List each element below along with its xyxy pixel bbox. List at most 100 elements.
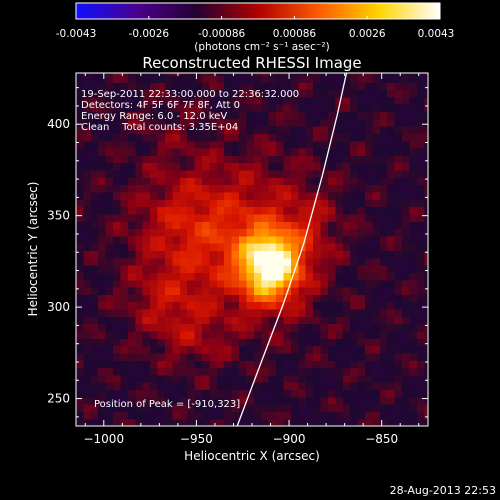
heatmap-cell [261, 155, 270, 164]
heatmap-cell [342, 286, 351, 295]
heatmap-cell [76, 286, 85, 295]
heatmap-cell [216, 82, 225, 91]
heatmap-cell [150, 140, 159, 149]
heatmap-cell [135, 382, 144, 391]
heatmap-cell [120, 352, 129, 361]
heatmap-cell [335, 89, 344, 98]
heatmap-cell [105, 404, 114, 412]
heatmap-cell [164, 338, 173, 347]
heatmap-cell [201, 104, 210, 113]
heatmap-cell [261, 316, 270, 325]
heatmap-cell [246, 73, 255, 76]
heatmap-cell [164, 104, 173, 113]
heatmap-cell [135, 221, 144, 230]
heatmap-cell [253, 89, 262, 98]
heatmap-cell [276, 74, 285, 83]
heatmap-cell [201, 213, 210, 222]
heatmap-cell [98, 308, 107, 317]
y-tick-label: 350 [47, 209, 70, 223]
heatmap-cell [224, 235, 233, 244]
heatmap-cell [142, 162, 151, 171]
heatmap-cell [231, 330, 240, 339]
x-tick-label: −1000 [83, 432, 124, 446]
heatmap-cell [201, 257, 210, 266]
heatmap-cell [224, 338, 233, 347]
heatmap-cell [424, 162, 428, 171]
heatmap-cell [83, 418, 92, 426]
heatmap-cell [342, 140, 351, 149]
heatmap-cell [305, 221, 314, 230]
heatmap-cell [90, 162, 99, 171]
heatmap-cell [365, 279, 374, 288]
heatmap-cell [268, 104, 277, 113]
heatmap-cell [283, 338, 292, 347]
heatmap-cell [305, 338, 314, 347]
heatmap-cell [216, 235, 225, 244]
heatmap-cell [379, 286, 388, 295]
heatmap-cell [268, 330, 277, 339]
heatmap-cell [127, 235, 136, 244]
heatmap-cell [357, 345, 366, 354]
heatmap-cell [416, 330, 425, 339]
heatmap-cell [113, 360, 122, 369]
heatmap-cell [261, 411, 270, 420]
heatmap-cell [268, 352, 277, 361]
heatmap-cell [150, 279, 159, 288]
heatmap-cell [83, 140, 92, 149]
heatmap-cell [135, 162, 144, 171]
heatmap-cell [387, 389, 396, 398]
heatmap-cell [298, 330, 307, 339]
heatmap-cell [342, 228, 351, 237]
heatmap-cell [172, 345, 181, 354]
heatmap-cell [164, 199, 173, 208]
heatmap-cell [387, 330, 396, 339]
heatmap-cell [394, 133, 403, 142]
heatmap-cell [150, 265, 159, 273]
heatmap-cell [320, 316, 329, 325]
heatmap-cell [127, 279, 136, 288]
heatmap-cell [194, 191, 203, 200]
heatmap-cell [231, 73, 240, 76]
heatmap-cell [135, 360, 144, 369]
heatmap-cell [98, 74, 107, 83]
heatmap-cell [402, 147, 411, 156]
heatmap-cell [394, 206, 403, 215]
heatmap-cell [209, 265, 218, 273]
heatmap-cell [290, 147, 299, 156]
heatmap-cell [98, 396, 107, 405]
heatmap-cell [246, 316, 255, 325]
heatmap-cell [357, 279, 366, 288]
heatmap-cell [402, 257, 411, 266]
heatmap-cell [387, 73, 396, 76]
heatmap-cell [216, 206, 225, 215]
heatmap-cell [98, 382, 107, 391]
heatmap-cell [327, 228, 336, 237]
heatmap-cell [335, 82, 344, 91]
heatmap-cell [416, 104, 425, 113]
heatmap-cell [357, 360, 366, 369]
heatmap-cell [187, 191, 196, 200]
heatmap-cell [142, 184, 151, 193]
heatmap-cell [365, 221, 374, 230]
heatmap-cell [201, 243, 210, 252]
heatmap-cell [246, 257, 255, 266]
heatmap-cell [276, 265, 285, 273]
heatmap-cell [224, 133, 233, 142]
heatmap-cell [394, 162, 403, 171]
heatmap-cell [283, 177, 292, 186]
heatmap-cell [179, 221, 188, 230]
heatmap-cell [342, 111, 351, 120]
heatmap-cell [127, 360, 136, 369]
heatmap-cell [150, 147, 159, 156]
heatmap-cell [313, 418, 322, 426]
heatmap-cell [268, 82, 277, 91]
heatmap-cell [320, 74, 329, 83]
heatmap-cell [157, 74, 166, 83]
heatmap-cell [209, 221, 218, 230]
heatmap-cell [290, 323, 299, 332]
heatmap-cell [298, 177, 307, 186]
heatmap-cell [379, 235, 388, 244]
heatmap-cell [179, 169, 188, 178]
heatmap-cell [387, 104, 396, 113]
heatmap-cell [135, 250, 144, 259]
